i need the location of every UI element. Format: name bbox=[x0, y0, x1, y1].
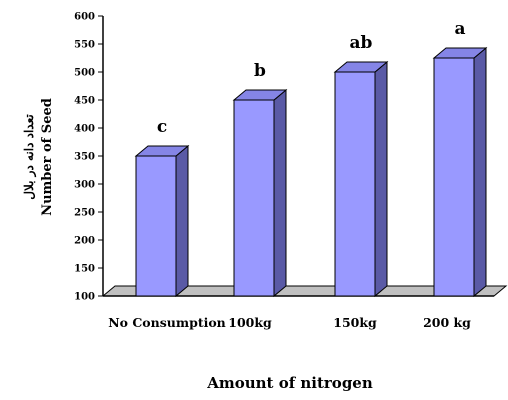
y-tick-label: 400 bbox=[74, 124, 95, 135]
y-axis-title-persian: تعداد دانه در بلال bbox=[22, 114, 37, 200]
x-tick-label: 200 kg bbox=[423, 315, 471, 330]
bar-side bbox=[273, 88, 287, 298]
y-tick-label: 250 bbox=[74, 208, 95, 219]
labels: c No Consumption b 100kg ab 150kg a 200 kg bbox=[108, 19, 471, 330]
significance-letter: a bbox=[454, 19, 465, 39]
bar bbox=[232, 88, 288, 298]
bar-side bbox=[473, 46, 487, 298]
y-tick-label: 450 bbox=[74, 96, 95, 107]
y-tick-label: 500 bbox=[74, 68, 95, 79]
y-tick-label: 550 bbox=[74, 40, 95, 51]
bars bbox=[134, 46, 488, 298]
significance-letter: ab bbox=[350, 33, 373, 53]
bar bbox=[333, 60, 389, 298]
x-axis-title: Amount of nitrogen bbox=[206, 374, 373, 392]
y-tick-label: 200 bbox=[74, 236, 95, 247]
bar bbox=[432, 46, 488, 298]
y-tick-label: 350 bbox=[74, 152, 95, 163]
bar-front bbox=[433, 57, 475, 297]
y-tick-label: 150 bbox=[74, 264, 95, 275]
y-tick-label: 600 bbox=[74, 12, 95, 23]
bar-side bbox=[374, 60, 388, 298]
bar bbox=[134, 144, 190, 298]
x-tick-label: 100kg bbox=[228, 315, 272, 330]
bar-front bbox=[233, 99, 275, 297]
y-axis: 100 150 200 250 300 350 400 450 500 550 600 bbox=[74, 12, 494, 303]
bar-front bbox=[334, 71, 376, 297]
significance-letter: c bbox=[157, 117, 167, 137]
x-tick-label: 150kg bbox=[333, 315, 377, 330]
y-tick-label: 300 bbox=[74, 180, 95, 191]
significance-letter: b bbox=[254, 61, 266, 81]
bar-side bbox=[175, 144, 189, 298]
bar-front bbox=[135, 155, 177, 297]
y-axis-title: Number of Seed bbox=[40, 98, 55, 216]
y-tick-label: 100 bbox=[74, 292, 95, 303]
x-tick-label: No Consumption bbox=[108, 315, 226, 330]
